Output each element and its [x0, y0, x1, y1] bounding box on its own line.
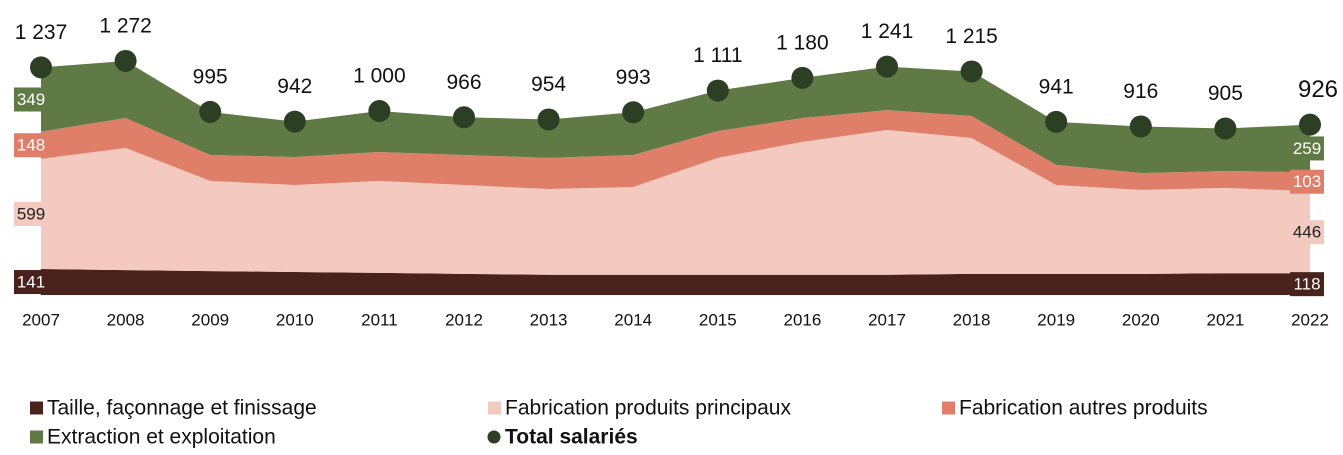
total-label: 995: [193, 65, 228, 88]
data-label: 118: [1293, 275, 1320, 294]
total-dot: [453, 106, 475, 129]
data-label: 148: [17, 136, 45, 155]
total-label: 1 215: [945, 25, 998, 48]
x-tick-label: 2012: [445, 310, 483, 329]
label-box: [14, 201, 48, 226]
label-box: [14, 87, 48, 112]
data-label: 599: [17, 204, 45, 223]
x-tick-label: 2018: [953, 310, 991, 329]
total-label: 905: [1208, 82, 1243, 105]
data-label: 141: [17, 273, 45, 292]
total-label: 942: [277, 75, 312, 98]
label-box: [1290, 136, 1324, 161]
legend-swatch: [487, 430, 501, 444]
label-box: [1290, 272, 1324, 297]
total-dot: [960, 60, 983, 83]
data-label: 259: [1293, 139, 1321, 158]
total-dot: [1214, 117, 1237, 140]
total-label: 966: [446, 71, 481, 94]
total-label: 1 000: [353, 65, 406, 88]
x-tick-label: 2014: [614, 310, 652, 329]
x-tick-label: 2010: [276, 310, 314, 329]
x-tick-label: 2022: [1291, 310, 1329, 329]
total-dot: [1299, 113, 1321, 136]
label-box: [14, 133, 48, 158]
x-tick-label: 2011: [361, 310, 398, 329]
label-box: [1290, 220, 1324, 245]
total-dot: [791, 66, 814, 89]
total-label: 1 111: [693, 44, 742, 67]
x-tick-label: 2021: [1206, 310, 1244, 329]
area: [41, 110, 1310, 192]
total-dot: [199, 100, 222, 123]
legend-swatch: [30, 430, 43, 444]
data-label: 349: [17, 90, 45, 109]
total-label: 916: [1123, 80, 1158, 103]
x-tick-label: 2007: [22, 310, 60, 329]
total-label: 926: [1298, 76, 1338, 103]
x-tick-label: 2016: [783, 310, 821, 329]
legend-label: Taille, façonnage et finissage: [47, 397, 317, 420]
data-label: 446: [1293, 223, 1321, 242]
x-tick-label: 2020: [1122, 310, 1160, 329]
total-label: 954: [531, 73, 566, 96]
total-dot: [30, 56, 52, 79]
legend-swatch: [942, 401, 955, 415]
total-dot: [283, 110, 306, 133]
x-tick-label: 2015: [699, 310, 737, 329]
area: [41, 269, 1310, 295]
total-label: 941: [1039, 75, 1074, 98]
legend-label: Fabrication produits principaux: [505, 397, 791, 420]
total-dot: [706, 79, 729, 102]
area: [41, 129, 1310, 275]
legend-label: Fabrication autres produits: [959, 397, 1208, 420]
data-label: 103: [1293, 172, 1321, 191]
total-dot: [1045, 110, 1068, 133]
area: [41, 60, 1310, 174]
total-dot: [622, 101, 645, 124]
legend-label: Total salariés: [505, 426, 638, 449]
total-dot: [1129, 115, 1152, 138]
x-tick-label: 2019: [1037, 310, 1075, 329]
x-tick-label: 2008: [107, 310, 145, 329]
legend-swatch: [30, 401, 43, 415]
x-tick-label: 2017: [868, 310, 906, 329]
total-dot: [876, 55, 898, 78]
x-tick-label: 2009: [191, 310, 229, 329]
total-label: 1 237: [15, 21, 68, 44]
x-tick-label: 2013: [530, 310, 568, 329]
total-dot: [537, 108, 560, 131]
total-dot: [114, 49, 137, 72]
legend-swatch: [488, 401, 501, 415]
total-label: 993: [616, 66, 651, 89]
total-label: 1 272: [99, 14, 152, 37]
label-box: [14, 270, 48, 295]
label-box: [1290, 169, 1324, 194]
total-label: 1 241: [861, 20, 914, 43]
legend-label: Extraction et exploitation: [47, 426, 276, 449]
total-label: 1 180: [776, 31, 829, 54]
total-dot: [368, 100, 391, 122]
